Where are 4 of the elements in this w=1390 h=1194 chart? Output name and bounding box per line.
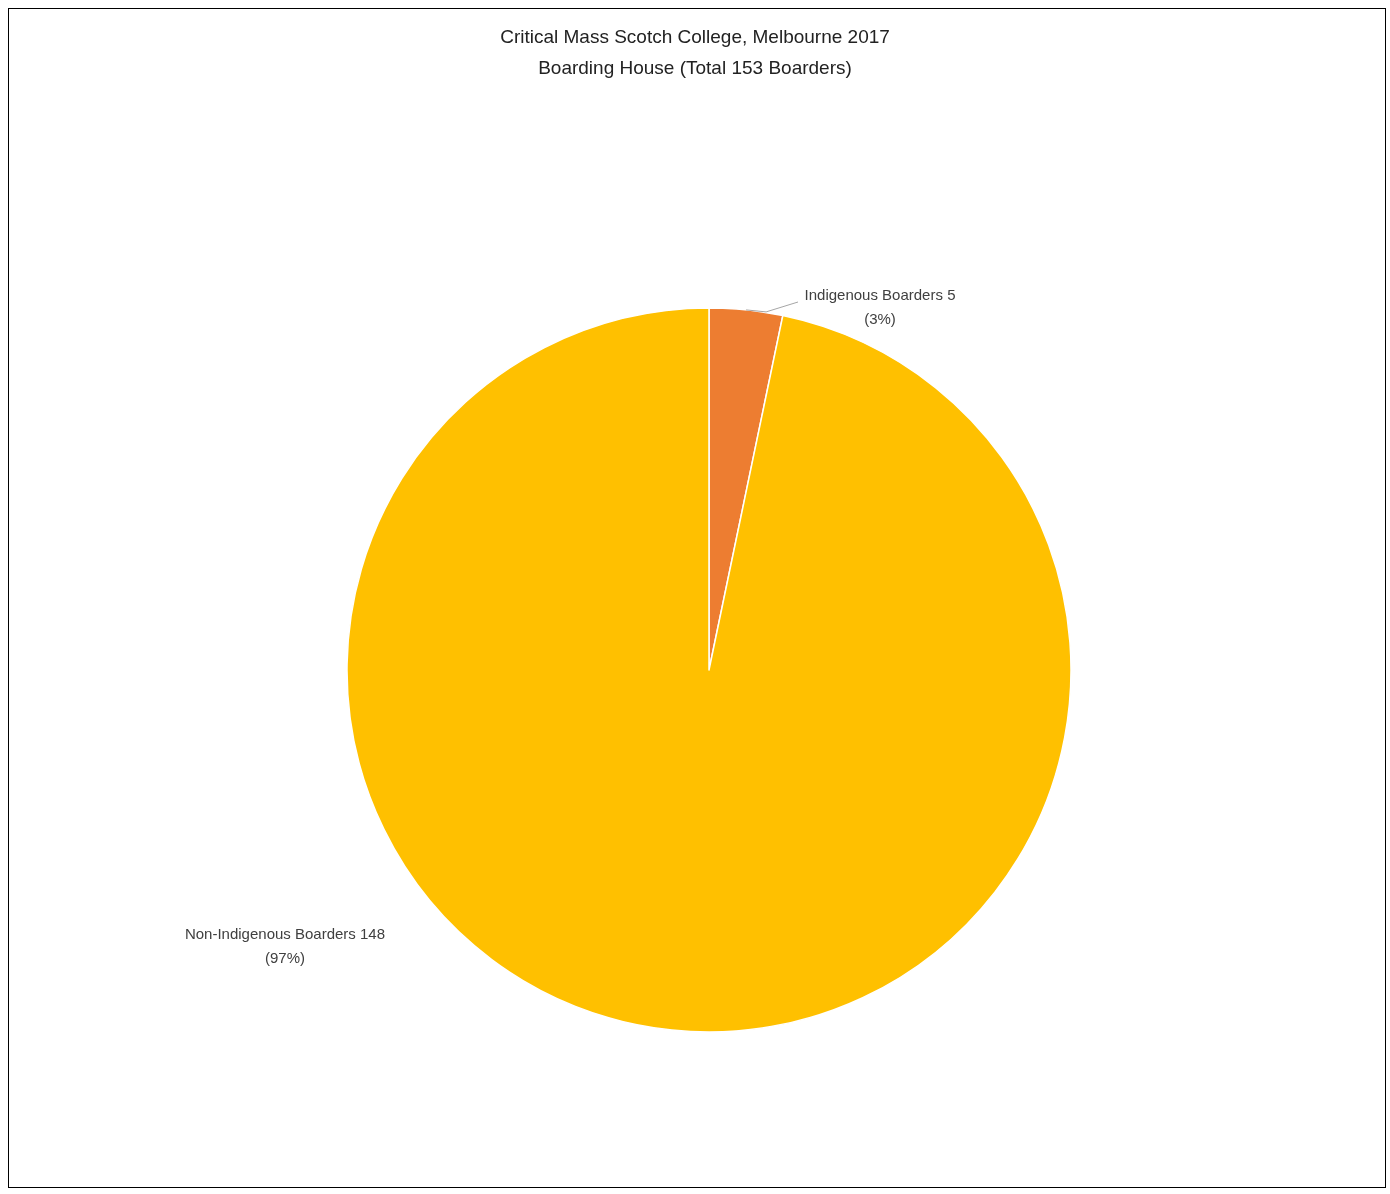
chart-title: Critical Mass Scotch College, Melbourne 2017: [500, 26, 890, 47]
slice-label: Indigenous Boarders 5 (3%): [804, 286, 956, 327]
chart-subtitle: Boarding House (Total 153 Boarders): [538, 57, 852, 78]
slice-label: Non-Indigenous Boarders 148 (97%): [184, 925, 386, 966]
